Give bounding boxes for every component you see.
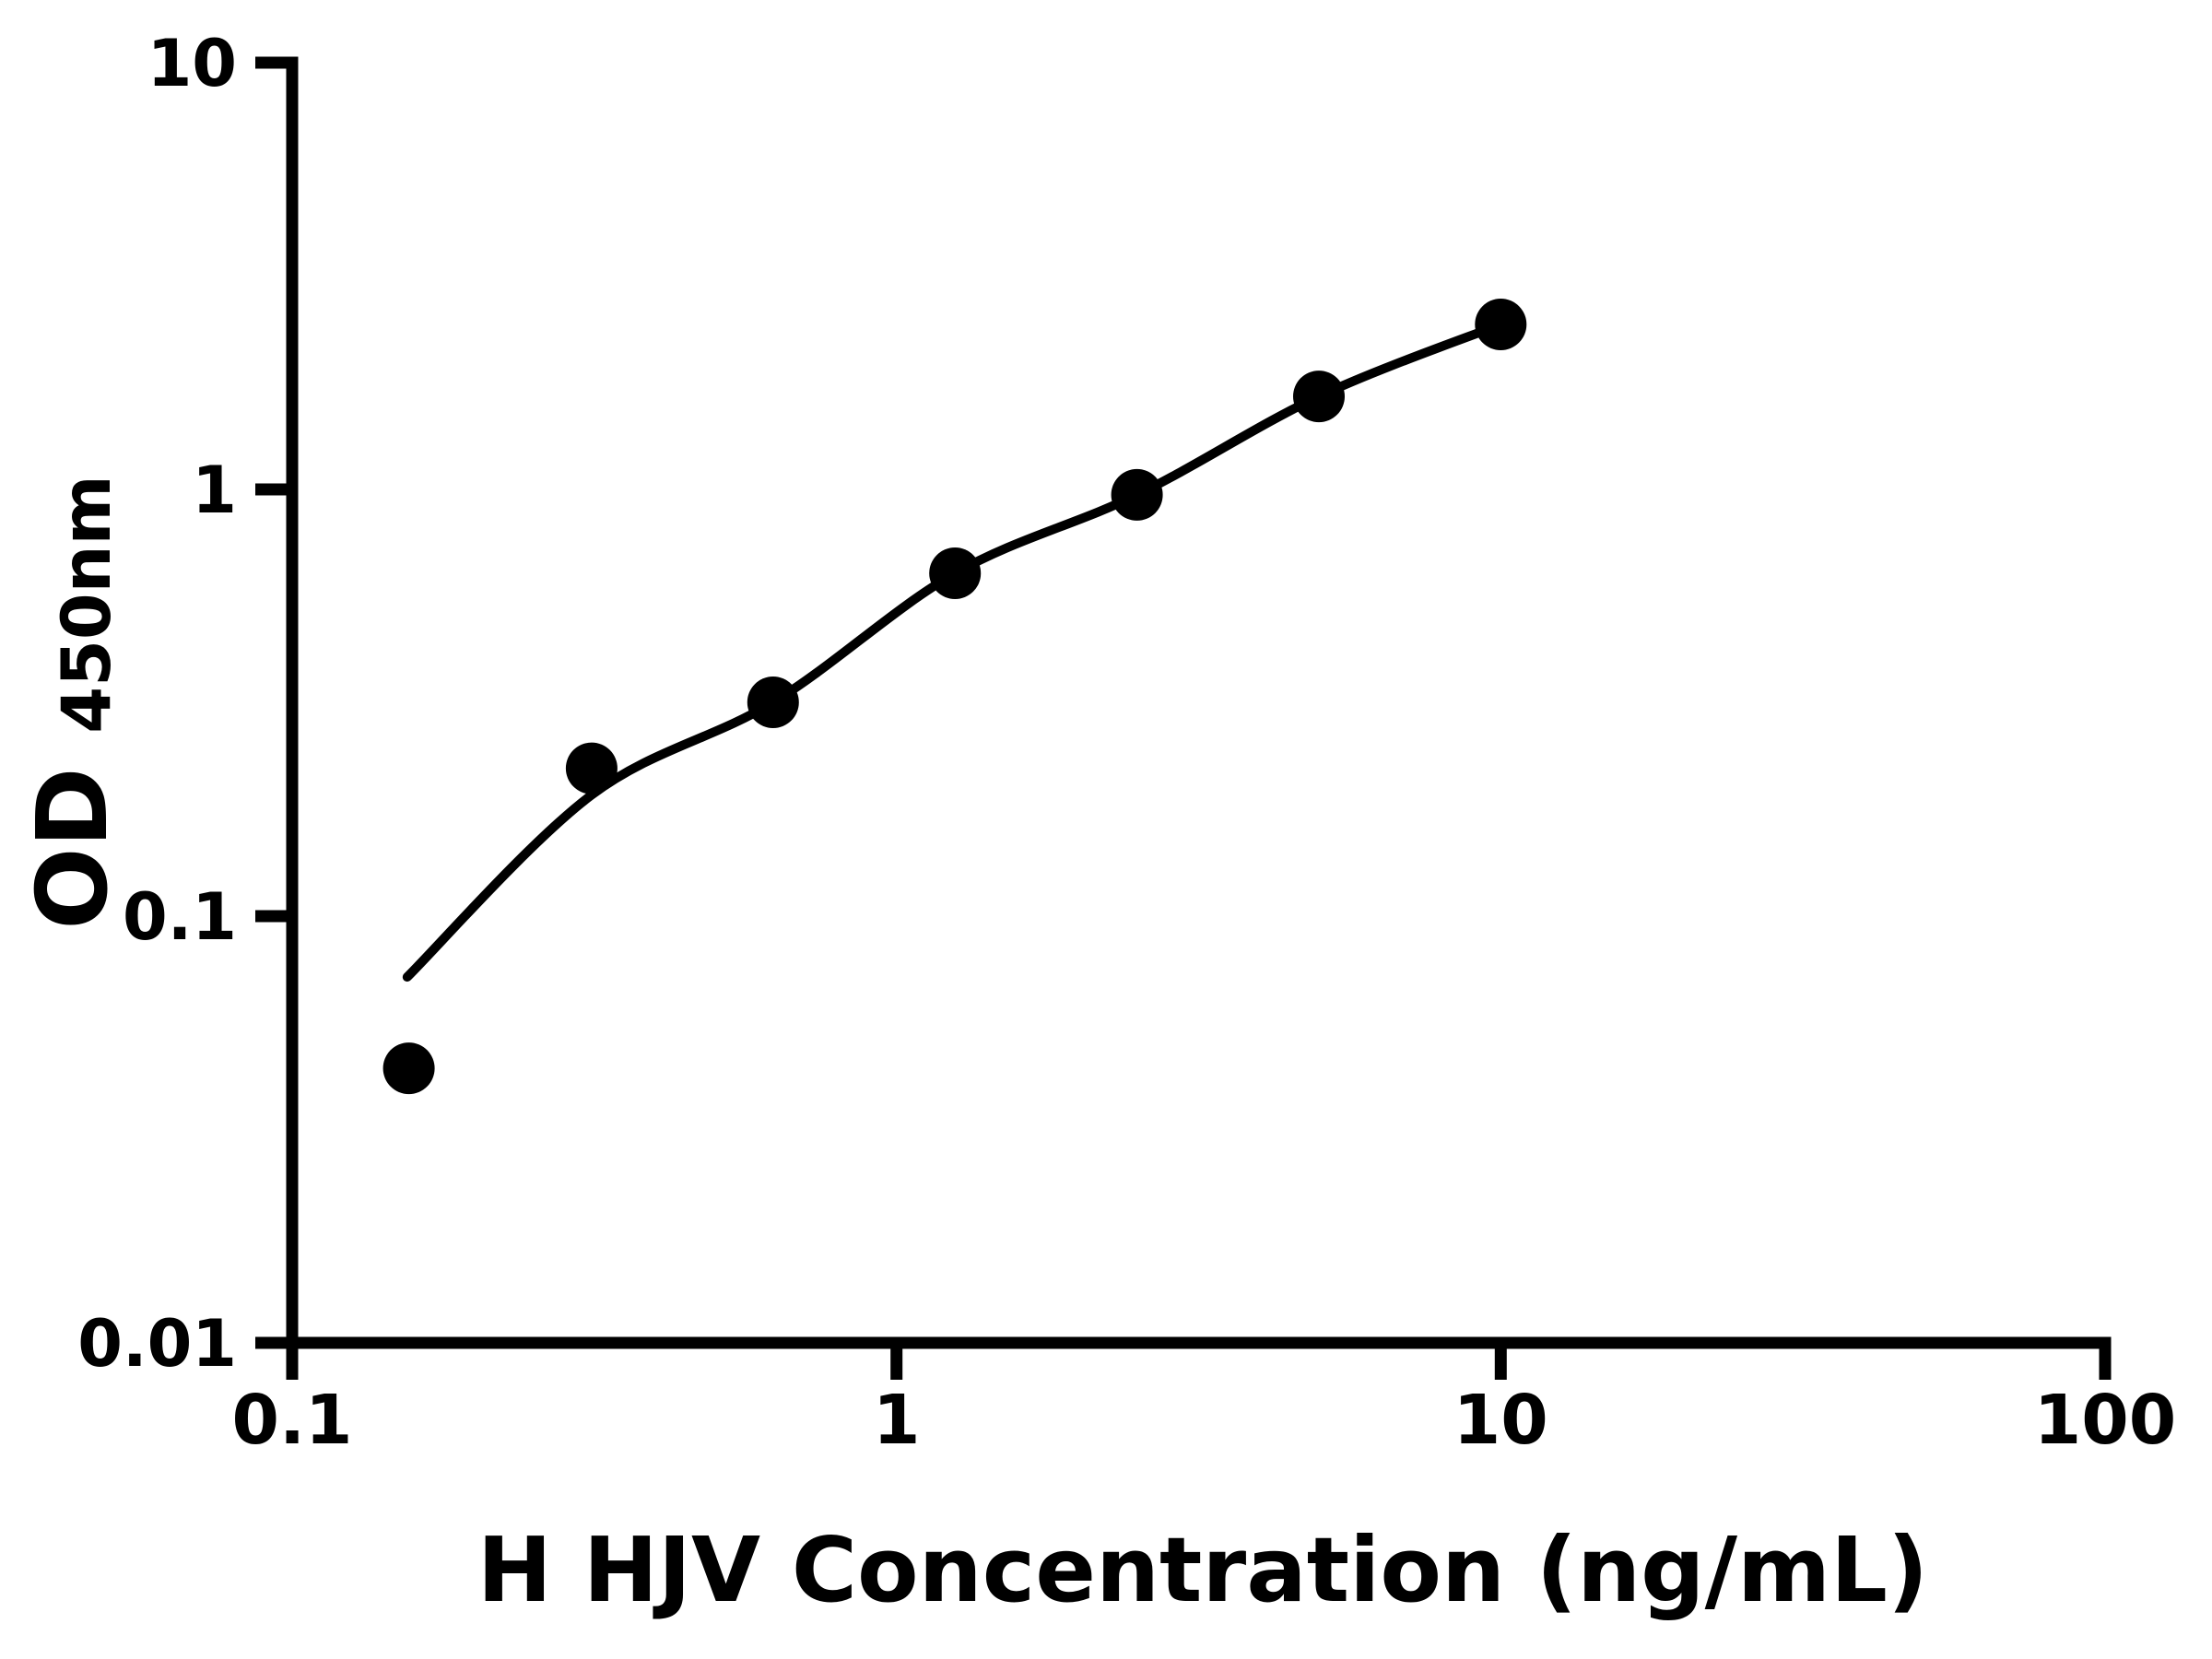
x-tick-label: 10 [1453, 1381, 1548, 1460]
data-point [1475, 299, 1527, 350]
y-tick-label: 0.1 [123, 879, 237, 955]
data-point [929, 547, 982, 599]
x-tick-label: 1 [873, 1381, 921, 1460]
x-axis-ticks: 0.1 1 10 100 [231, 1343, 2176, 1460]
y-axis-ticks: 10 1 0.1 0.01 [77, 26, 292, 1382]
x-axis-title: H HJV Concentration (ng/mL) [477, 1518, 1929, 1622]
x-tick-label: 0.1 [231, 1381, 352, 1460]
fitted-curve-path [402, 320, 1506, 982]
y-axis-title: OD 450nm [17, 475, 129, 929]
y-tick-label: 10 [147, 26, 237, 101]
axes [255, 56, 2112, 1349]
y-tick-label: 1 [192, 453, 237, 528]
data-points [382, 299, 1527, 1095]
y-tick-label: 0.01 [77, 1306, 237, 1382]
data-point [1111, 468, 1163, 521]
data-point [1293, 371, 1345, 423]
data-point [747, 677, 799, 728]
y-axis-title-subscript: 450nm [48, 475, 126, 733]
y-axis-title-main: OD [17, 767, 129, 929]
data-point [565, 742, 618, 794]
x-tick-label: 100 [2034, 1381, 2176, 1460]
data-point [382, 1042, 435, 1095]
